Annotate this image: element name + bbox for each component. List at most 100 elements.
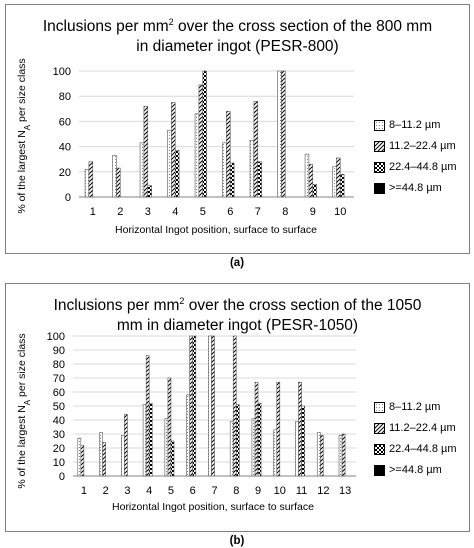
x-tick-label: 9 <box>255 485 261 497</box>
bar-diagonal-11 <box>298 381 302 477</box>
x-tick-label: 10 <box>334 206 346 218</box>
bar-diagonal-13 <box>341 433 346 477</box>
y-tick-label: 0 <box>59 471 65 483</box>
y-tick-label: 70 <box>53 373 65 385</box>
x-axis-title: Horizontal Ingot position, surface to su… <box>112 501 314 513</box>
bar-diagonal-5 <box>167 377 172 477</box>
bar-dots-6 <box>222 142 227 198</box>
bar-checker-6 <box>192 335 197 477</box>
chart-title-line-1: Inclusions per mm2 over the cross sectio… <box>42 17 433 36</box>
bar-diagonal-8 <box>232 335 237 477</box>
y-tick-label: 20 <box>59 167 71 179</box>
bar-diagonal-3 <box>143 105 149 198</box>
bar-dots-4 <box>167 129 172 198</box>
y-tick-label: 20 <box>53 443 65 455</box>
bar-dots-10 <box>332 166 337 198</box>
bar-diagonal-9 <box>254 381 259 477</box>
bar-diagonal-4 <box>171 102 176 198</box>
y-tick-label: 80 <box>59 91 71 103</box>
bar-diagonal-10 <box>276 381 281 477</box>
x-tick-label: 7 <box>211 485 217 497</box>
bar-diagonal-5 <box>198 84 204 198</box>
bar-diagonal-10 <box>336 157 341 198</box>
x-tick-label: 5 <box>200 206 206 218</box>
subfigure-label-a: (a) <box>229 257 245 269</box>
bar-checker-11 <box>301 405 305 477</box>
bar-dots-11 <box>295 421 299 477</box>
bar-checker-10 <box>339 174 345 198</box>
y-tick-label: 60 <box>59 116 71 128</box>
x-tick-label: 2 <box>103 485 109 497</box>
x-tick-label: 1 <box>81 485 87 497</box>
bar-diagonal-7 <box>253 100 259 198</box>
bar-diagonal-9 <box>308 163 314 198</box>
bar-checker-7 <box>257 161 262 198</box>
bar-checker-5 <box>170 440 175 477</box>
bar-checker-3 <box>147 185 152 198</box>
x-tick-label: 8 <box>282 206 288 218</box>
bar-diagonal-8 <box>281 70 286 198</box>
chart-panel-800: Inclusions per mm2 over the cross sectio… <box>5 4 470 254</box>
y-tick-label: 60 <box>53 387 65 399</box>
bar-dots-7 <box>208 335 212 477</box>
bar-checker-5 <box>202 70 207 198</box>
bar-dots-9 <box>304 153 310 198</box>
bar-diagonal-6 <box>189 335 194 477</box>
bar-diagonal-1 <box>80 444 85 477</box>
y-tick-label: 40 <box>59 142 71 154</box>
x-tick-label: 5 <box>168 485 174 497</box>
y-tick-label: 50 <box>53 401 65 413</box>
bar-diagonal-12 <box>319 435 324 477</box>
subfigure-label-b: (b) <box>229 535 245 547</box>
bar-dots-1 <box>84 168 90 198</box>
bar-chart-1050: 1 2 3 4 5 6 7 8 9 10 11 12 13 0102030405060708090100… <box>16 331 356 513</box>
bar-dots-6 <box>186 394 190 477</box>
x-tick-label: 1 <box>90 206 96 218</box>
y-tick-label: 0 <box>65 192 71 204</box>
bar-dots-13 <box>338 435 343 477</box>
bar-diagonal-1 <box>88 161 94 198</box>
x-tick-label: 11 <box>296 485 307 497</box>
bar-checker-8 <box>235 404 240 477</box>
y-tick-label: 100 <box>53 66 71 78</box>
chart-title: Inclusions per mm2 over the cross sectio… <box>6 296 469 336</box>
legend-swatch-dots <box>374 120 385 131</box>
x-axis-title: Horizontal Ingot position, surface to su… <box>115 224 317 236</box>
y-tick-label: 10 <box>53 457 65 469</box>
x-tick-label: 12 <box>317 485 329 497</box>
bar-checker-9 <box>312 184 317 198</box>
bar-dots-4 <box>142 404 147 477</box>
y-axis-title: % of the largest NA per size class <box>16 58 32 213</box>
bar-dots-3 <box>121 435 125 477</box>
bar-checker-4 <box>174 150 180 198</box>
x-tick-label: 6 <box>227 206 233 218</box>
x-tick-label: 4 <box>146 485 152 497</box>
y-axis-title: % of the largest NA per size class <box>16 333 32 488</box>
y-tick-label: 100 <box>47 331 65 343</box>
legend-swatch-checker <box>374 162 385 173</box>
y-tick-label: 90 <box>53 345 65 357</box>
chart-title: Inclusions per mm2 over the cross sectio… <box>6 17 469 57</box>
x-tick-label: 8 <box>233 485 239 497</box>
chart-title-line-2: in diameter ingot (PESR-800) <box>136 38 339 55</box>
bar-dots-10 <box>273 429 278 477</box>
chart-title-line-1: Inclusions per mm2 over the cross sectio… <box>53 296 422 315</box>
bar-diagonal-2 <box>102 442 106 477</box>
bar-checker-6 <box>229 162 235 198</box>
bar-dots-7 <box>249 140 255 198</box>
bar-dots-8 <box>229 421 234 477</box>
legend-swatch-solid <box>374 465 385 476</box>
bar-dots-2 <box>112 155 117 198</box>
legend-swatch-checker <box>374 444 385 455</box>
legend-swatch-diagonal <box>374 141 385 152</box>
legend-swatch-diagonal <box>374 423 385 434</box>
bar-dots-9 <box>251 418 256 477</box>
bar-dots-5 <box>194 113 200 198</box>
legend-swatch-dots <box>374 402 385 413</box>
x-tick-label: 3 <box>145 206 151 218</box>
bar-dots-3 <box>139 142 145 198</box>
x-tick-label: 6 <box>190 485 196 497</box>
chart-title-line-2: mm in diameter ingot (PESR-1050) <box>116 317 359 334</box>
bar-dots-8 <box>277 70 282 198</box>
bar-checker-4 <box>148 402 153 477</box>
